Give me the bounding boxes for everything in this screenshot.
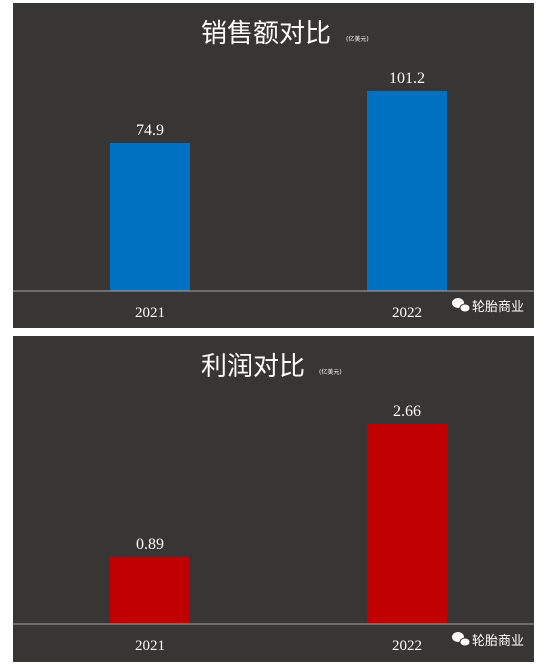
profit-chart: 利润对比 (亿美元) 0.89 2.66 2021 2022 轮胎商业 xyxy=(13,352,534,654)
chart-unit: (亿美元) xyxy=(319,368,342,376)
x-tick-label-2021: 2021 xyxy=(135,305,165,321)
x-tick-labels: 2021 2022 xyxy=(135,305,422,321)
x-tick-label-2022: 2022 xyxy=(392,305,422,321)
data-label-2021: 0.89 xyxy=(136,536,164,553)
chart-title: 利润对比 xyxy=(201,352,305,382)
data-label-2022: 101.2 xyxy=(389,70,425,87)
sales-chart-panel: 销售额对比 (亿美元) 74.9 101.2 2021 2022 轮胎商业 xyxy=(13,3,534,328)
x-tick-labels: 2021 2022 xyxy=(135,638,422,654)
watermark: 轮胎商业 xyxy=(452,298,524,315)
watermark-text: 轮胎商业 xyxy=(472,300,524,315)
x-tick-label-2021: 2021 xyxy=(135,638,165,654)
bars: 0.89 2.66 xyxy=(110,403,447,624)
chart-title: 销售额对比 xyxy=(201,19,331,49)
bar-2022 xyxy=(367,91,447,291)
x-tick-label-2022: 2022 xyxy=(392,638,422,654)
data-label-2021: 74.9 xyxy=(136,122,164,139)
wechat-icon xyxy=(452,298,471,313)
profit-chart-panel: 利润对比 (亿美元) 0.89 2.66 2021 2022 轮胎商业 xyxy=(13,336,534,662)
chart-unit: (亿美元) xyxy=(346,35,369,43)
bars: 74.9 101.2 xyxy=(110,70,447,291)
bar-2021 xyxy=(110,557,190,624)
bar-2022 xyxy=(367,424,447,624)
watermark: 轮胎商业 xyxy=(452,632,524,649)
watermark-text: 轮胎商业 xyxy=(472,634,524,649)
bar-2021 xyxy=(110,142,190,291)
wechat-icon xyxy=(452,632,471,647)
sales-chart: 销售额对比 (亿美元) 74.9 101.2 2021 2022 轮胎商业 xyxy=(13,19,534,321)
data-label-2022: 2.66 xyxy=(393,403,421,420)
